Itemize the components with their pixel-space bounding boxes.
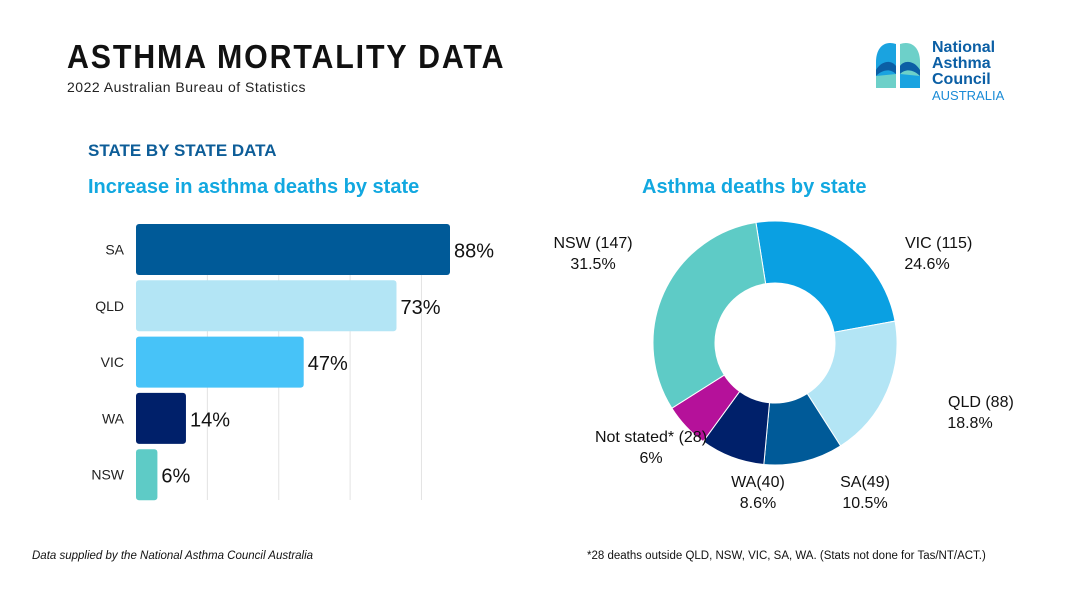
bar-chart-title: Increase in asthma deaths by state xyxy=(88,176,420,198)
slice xyxy=(755,220,896,333)
slice-label: SA(49) xyxy=(840,474,890,491)
footer-source: Data supplied by the National Asthma Cou… xyxy=(32,550,314,562)
data-label: 47% xyxy=(308,353,348,375)
donut-chart-title: Asthma deaths by state xyxy=(642,176,867,198)
footer-note: *28 deaths outside QLD, NSW, VIC, SA, WA… xyxy=(587,550,986,562)
logo-text: National Asthma Council AUSTRALIA xyxy=(932,40,1004,104)
logo-line: Asthma xyxy=(932,55,991,72)
lungs-logo-icon xyxy=(876,42,920,88)
slice-label: VIC (115) xyxy=(905,235,972,252)
slice-percent: 6% xyxy=(639,450,662,467)
data-label: 73% xyxy=(400,297,440,319)
page-title: ASTHMA MORTALITY DATA xyxy=(67,38,506,75)
bar-vic xyxy=(136,336,304,388)
slice-label: NSW (147) xyxy=(553,235,632,252)
logo-line: National xyxy=(932,39,996,56)
bar-sa xyxy=(136,224,450,275)
logo-line: AUSTRALIA xyxy=(932,88,1005,103)
bar-chart: SA 88% QLD 73% VIC 47% WA 14% NSW 6% xyxy=(91,224,494,501)
slice-percent: 8.6% xyxy=(740,495,776,512)
data-label: 14% xyxy=(190,409,230,431)
bar-nsw xyxy=(136,449,158,501)
category-label: VIC xyxy=(101,354,124,370)
section-title: STATE BY STATE DATA xyxy=(88,141,277,160)
category-label: QLD xyxy=(95,298,124,314)
data-label: 6% xyxy=(161,466,190,488)
slice-label: WA(40) xyxy=(731,474,785,491)
category-label: SA xyxy=(105,242,124,258)
category-label: WA xyxy=(102,410,125,426)
slice-percent: 31.5% xyxy=(570,256,615,273)
slice xyxy=(652,221,767,409)
bar-wa xyxy=(136,392,186,444)
category-label: NSW xyxy=(91,467,124,483)
slice-percent: 18.8% xyxy=(947,415,992,432)
slice-percent: 10.5% xyxy=(842,495,887,512)
page-subtitle: 2022 Australian Bureau of Statistics xyxy=(67,79,307,95)
slice-percent: 24.6% xyxy=(904,256,949,273)
slice-label: QLD (88) xyxy=(948,394,1014,411)
bar-qld xyxy=(136,280,397,332)
slice-label: Not stated* (28) xyxy=(595,429,707,446)
donut-chart: VIC (115) 24.6% QLD (88) 18.8% SA(49) 10.5% WA… xyxy=(553,220,1014,512)
data-label: 88% xyxy=(454,241,494,263)
logo-line: Council xyxy=(932,71,991,88)
